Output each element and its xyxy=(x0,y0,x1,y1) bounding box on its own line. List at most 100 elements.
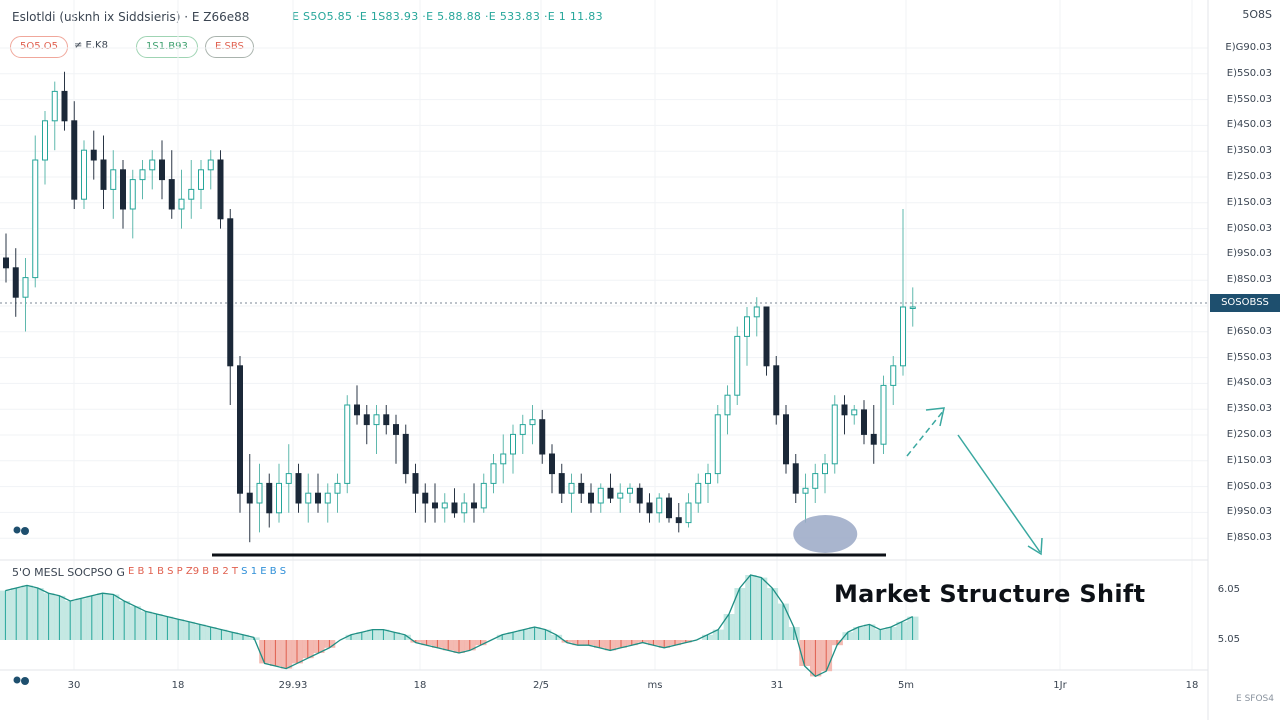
sell-button[interactable]: 5O5.O5 xyxy=(10,36,69,58)
candle-body xyxy=(724,394,731,416)
candle-body xyxy=(763,306,770,367)
candle-body xyxy=(792,463,799,494)
candle-body xyxy=(753,306,760,318)
price-axis-label: E)9S0.03 xyxy=(1226,506,1272,518)
candle-body xyxy=(597,487,604,504)
candle-body xyxy=(139,169,146,181)
price-axis-label: E)3S0.03 xyxy=(1226,403,1272,415)
price-axis-top-label: 5O8S xyxy=(1242,8,1272,21)
candle-body xyxy=(71,120,78,200)
arrow-down-line xyxy=(957,434,1041,553)
last-price-badge: SOSOBSS xyxy=(1210,294,1280,312)
candle-body xyxy=(12,267,19,298)
oscillator-values: E B 1 B S P Z9 B B 2 T S 1 E B S xyxy=(128,566,286,577)
candle-body xyxy=(305,492,312,504)
candle-body xyxy=(802,487,809,494)
candle-body xyxy=(402,433,409,475)
candle-body xyxy=(500,453,507,465)
candle-body xyxy=(32,159,39,279)
candle-body xyxy=(558,473,565,494)
candle-body xyxy=(880,384,887,445)
candle-body xyxy=(549,453,555,475)
candle-body xyxy=(149,159,156,171)
candle-body xyxy=(627,487,633,494)
price-axis-label: E)9S0.03 xyxy=(1226,248,1272,260)
oscillator-values-blue: S 1 E B S xyxy=(241,566,287,577)
candle-body xyxy=(217,159,224,220)
candle-body xyxy=(129,179,136,210)
candle-body xyxy=(276,482,282,514)
price-axis-label: E)0S0.03 xyxy=(1226,222,1272,234)
candle-body xyxy=(188,188,195,200)
candle-body xyxy=(412,473,419,494)
candle-body xyxy=(168,179,175,210)
candle-body xyxy=(841,404,848,416)
candle-body xyxy=(705,473,711,484)
candle-body xyxy=(861,409,867,435)
price-axis-label: E)8S0.03 xyxy=(1226,532,1272,544)
candle-body xyxy=(324,492,331,504)
candle-body xyxy=(588,492,594,504)
candle-body xyxy=(578,482,585,494)
candle-body xyxy=(159,159,165,181)
oscillator-axis-top: 6.05 xyxy=(1217,584,1240,595)
candle-body xyxy=(646,502,653,514)
time-axis-label: 18 xyxy=(413,680,427,691)
candle-body xyxy=(529,419,536,426)
candle-body xyxy=(734,335,741,396)
candle-body xyxy=(490,463,497,484)
candle-body xyxy=(227,218,234,367)
low-marker-ellipse xyxy=(793,515,858,553)
price-axis-label: E)3S0.03 xyxy=(1226,145,1272,157)
oscillator-values-red: E B 1 B S P Z9 B B 2 T xyxy=(128,566,238,577)
candle-body xyxy=(42,120,48,161)
arrow-down-head xyxy=(1027,537,1043,556)
candle-body xyxy=(831,404,838,465)
market-structure-shift-annotation: Market Structure Shift xyxy=(834,580,1146,608)
price-axis-label: E)4S0.03 xyxy=(1226,377,1272,389)
time-axis-label: 30 xyxy=(67,680,81,691)
candle-body xyxy=(744,316,750,337)
candle-body xyxy=(198,169,204,190)
candle-body xyxy=(100,159,107,190)
candle-body xyxy=(675,517,682,524)
time-axis-label: 1Jr xyxy=(1053,680,1067,691)
candle-body xyxy=(666,497,672,519)
candle-body xyxy=(900,306,906,367)
candle-body xyxy=(334,482,341,494)
candle-body xyxy=(383,414,390,426)
price-axis-label: E)0S0.03 xyxy=(1226,480,1272,492)
time-axis-label: 29.93 xyxy=(278,680,308,691)
candle-body xyxy=(471,502,477,509)
candle-body xyxy=(539,419,546,455)
symbol-title: Eslotldi (usknh ix Siddsieris) · E Z66e8… xyxy=(12,10,250,24)
price-axis-label: E)2S0.03 xyxy=(1226,171,1272,182)
oscillator-axis-bottom: 5.05 xyxy=(1217,634,1240,645)
time-axis-label: 5m xyxy=(897,680,915,691)
candle-body xyxy=(480,482,487,509)
candle-body xyxy=(461,502,468,514)
time-axis-label: 18 xyxy=(171,680,185,691)
candle-body xyxy=(607,487,614,499)
extra-pill[interactable]: E.SBS xyxy=(205,36,254,58)
tv-logo-icon[interactable] xyxy=(12,524,32,538)
candle-body xyxy=(61,90,68,122)
candle-body xyxy=(851,409,858,416)
price-axis-label: E)6S0.03 xyxy=(1226,325,1272,337)
buy-button[interactable]: 1S1.B93 xyxy=(136,36,198,58)
tv-logo-icon[interactable] xyxy=(12,674,32,688)
candle-body xyxy=(432,502,438,509)
candle-body xyxy=(363,414,370,426)
candle-body xyxy=(773,365,780,416)
candle-body xyxy=(110,169,117,190)
candle-body xyxy=(120,169,126,210)
candle-body xyxy=(393,424,399,435)
price-axis-label: E)1S0.03 xyxy=(1226,454,1272,466)
candle-body xyxy=(354,404,360,416)
candle-body xyxy=(812,473,819,489)
price-axis-label: E)1S0.03 xyxy=(1226,196,1272,208)
candle-body xyxy=(422,492,429,504)
footer-label: E SFOS4 xyxy=(1236,694,1274,704)
candle-body xyxy=(22,277,29,298)
